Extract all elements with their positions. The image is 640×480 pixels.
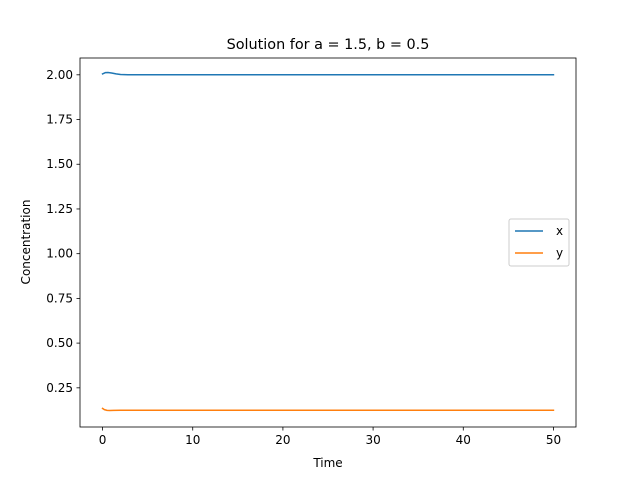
legend-label-x: x xyxy=(556,224,563,238)
x-tick-label: 10 xyxy=(185,433,200,447)
series-line-y xyxy=(101,407,555,412)
x-axis-label: Time xyxy=(312,456,342,470)
legend: x y xyxy=(508,218,570,267)
series-line-x xyxy=(101,71,555,76)
x-tick-label: 0 xyxy=(99,433,107,447)
y-axis-label: Concentration xyxy=(19,200,33,285)
plot-area-frame xyxy=(79,57,577,428)
y-ticks: 0.25 0.50 0.75 1.00 1.25 1.50 1.75 2.00 xyxy=(46,68,80,395)
x-tick-label: 40 xyxy=(456,433,471,447)
y-tick-label: 1.00 xyxy=(46,247,73,261)
y-tick-label: 1.75 xyxy=(46,113,73,127)
chart-title: Solution for a = 1.5, b = 0.5 xyxy=(227,37,430,53)
y-tick-label: 1.25 xyxy=(46,202,73,216)
y-tick-label: 0.25 xyxy=(46,381,73,395)
y-tick-label: 1.50 xyxy=(46,157,73,171)
x-ticks: 0 10 20 30 40 50 xyxy=(99,427,561,447)
x-tick-label: 30 xyxy=(365,433,380,447)
series-layer xyxy=(101,71,555,412)
x-tick-label: 20 xyxy=(275,433,290,447)
y-tick-label: 0.75 xyxy=(46,291,73,305)
y-tick-label: 0.50 xyxy=(46,336,73,350)
x-tick-label: 50 xyxy=(546,433,561,447)
y-tick-label: 2.00 xyxy=(46,68,73,82)
legend-label-y: y xyxy=(556,246,563,260)
